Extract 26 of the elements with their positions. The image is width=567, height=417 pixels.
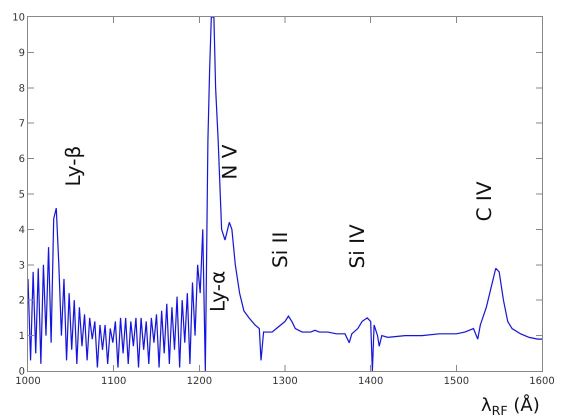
- x-tick-label: 1200: [186, 376, 212, 387]
- y-tick-label: 5: [18, 190, 25, 200]
- y-tick-label: 10: [12, 12, 25, 24]
- x-axis-title: λ$_{RF}$ (Å): [481, 394, 540, 417]
- x-tick-label: 1000: [15, 376, 41, 387]
- y-tick-label: 3: [18, 260, 25, 272]
- y-tick-label: 6: [18, 154, 25, 166]
- annotation: Si II: [268, 232, 292, 268]
- x-tick-label: 1300: [272, 376, 298, 387]
- y-tick-label: 4: [18, 224, 25, 236]
- y-tick-label: 2: [18, 296, 25, 307]
- y-tick-label: 1: [18, 331, 25, 342]
- y-tick-label: 8: [18, 83, 25, 94]
- y-tick-label: 7: [18, 118, 25, 130]
- line-series: [28, 17, 542, 371]
- annotation: Ly-α: [205, 270, 230, 312]
- annotation: Si IV: [345, 224, 370, 268]
- annotation: Ly-β: [61, 146, 86, 187]
- x-tick-label: 1100: [100, 376, 126, 387]
- annotation: C IV: [472, 181, 496, 222]
- x-tick-label: 1500: [444, 376, 470, 387]
- x-tick-label: 1600: [529, 376, 555, 387]
- y-tick-label: 9: [18, 48, 25, 59]
- x-tick-label: 1400: [358, 376, 384, 387]
- annotation: N V: [217, 144, 242, 180]
- y-tick-label: 0: [18, 366, 25, 378]
